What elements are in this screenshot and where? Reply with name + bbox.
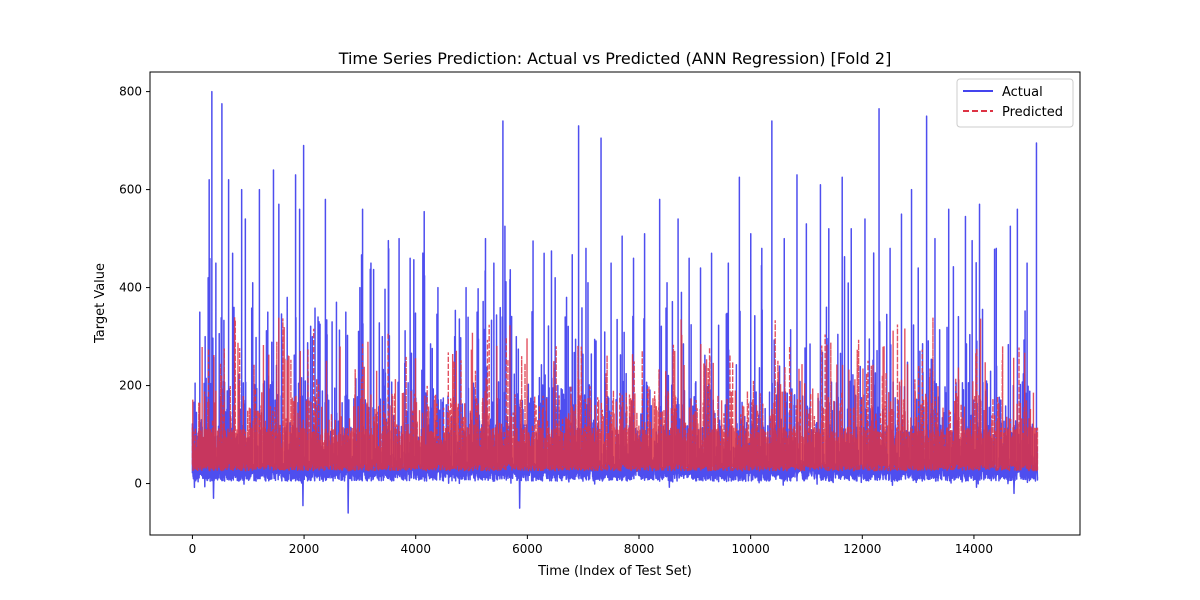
chart-title: Time Series Prediction: Actual vs Predic…	[338, 49, 892, 68]
x-tick-label: 12000	[843, 542, 881, 556]
y-tick-label: 400	[119, 281, 142, 295]
y-tick-label: 600	[119, 183, 142, 197]
x-tick-label: 8000	[624, 542, 655, 556]
series-predicted	[191, 317, 1039, 472]
x-tick-label: 14000	[955, 542, 993, 556]
plot-area	[191, 90, 1039, 514]
legend-label-predicted: Predicted	[1002, 105, 1063, 120]
x-tick-label: 0	[189, 542, 197, 556]
x-axis-label: Time (Index of Test Set)	[537, 564, 692, 579]
x-tick-label: 4000	[400, 542, 431, 556]
x-tick-label: 2000	[289, 542, 320, 556]
y-axis-label: Target Value	[93, 263, 108, 344]
x-tick-label: 6000	[512, 542, 543, 556]
legend-label-actual: Actual	[1002, 85, 1043, 100]
x-tick-label: 10000	[732, 542, 770, 556]
y-axis: 0 200 400 600 800	[119, 85, 150, 491]
plot-frame	[149, 71, 1081, 536]
series-predicted-line	[191, 317, 1039, 472]
y-tick-label: 800	[119, 85, 142, 99]
y-tick-label: 0	[134, 477, 142, 491]
y-tick-label: 200	[119, 379, 142, 393]
legend: Actual Predicted	[956, 78, 1074, 128]
x-axis: 0 2000 4000 6000 8000 10000 12000 14000	[189, 535, 993, 556]
